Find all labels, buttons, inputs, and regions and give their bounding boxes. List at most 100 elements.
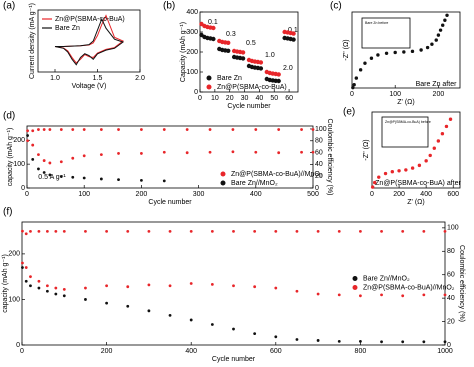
- data-point: [62, 288, 66, 291]
- data-point: [276, 72, 281, 77]
- data-point: [359, 339, 362, 343]
- data-point: [147, 229, 151, 233]
- data-point: [84, 286, 87, 290]
- data-point: [59, 160, 63, 164]
- data-point: [31, 143, 35, 147]
- data-point: [140, 152, 143, 155]
- y-axis-label: Current density (mA g⁻¹): [29, 3, 36, 79]
- data-point: [358, 68, 363, 72]
- y-tick-label: 0: [16, 342, 20, 349]
- data-point: [253, 229, 257, 233]
- plot-frame: [26, 125, 314, 189]
- x-axis-label: Cycle number: [148, 199, 192, 206]
- data-point: [276, 78, 281, 84]
- data-point: [277, 151, 281, 155]
- data-point: [434, 38, 438, 42]
- data-point: [410, 49, 415, 54]
- y2-axis-label: Coulombic efficiency (%): [458, 245, 465, 322]
- x-axis-label: Voltage (V): [72, 83, 107, 90]
- data-point: [226, 40, 231, 45]
- data-point: [71, 128, 75, 131]
- panel-label: (b): [163, 1, 175, 12]
- data-point: [117, 178, 120, 182]
- data-point: [26, 139, 29, 143]
- data-point: [376, 53, 380, 57]
- x-tick-label: 400: [420, 191, 432, 198]
- x-tick-label: 0: [25, 191, 29, 198]
- data-point: [168, 284, 172, 288]
- legend-label: Zn@P(SBMA-co-BuA): [217, 84, 287, 91]
- data-point: [422, 229, 426, 233]
- data-point: [84, 298, 87, 301]
- data-point: [436, 33, 441, 37]
- data-point: [445, 13, 449, 18]
- data-point: [29, 284, 32, 288]
- annotation: 0.5 A g⁻¹: [38, 174, 66, 181]
- data-point: [291, 37, 296, 42]
- x-tick-label: 600: [447, 191, 459, 198]
- y2-tick-label: 80: [447, 248, 455, 255]
- x-tick-label: 400: [250, 191, 262, 198]
- data-point: [48, 173, 52, 177]
- x-tick-label: 0: [198, 95, 202, 102]
- data-point: [126, 304, 130, 308]
- legend-swatch: [220, 171, 226, 177]
- annotation: 0.5: [246, 40, 256, 47]
- y2-tick-label: 20: [447, 318, 455, 325]
- data-point: [291, 31, 296, 36]
- x-axis-label: Cycle number: [212, 356, 256, 363]
- x-tick-label: 100: [78, 191, 90, 198]
- legend-swatch: [220, 180, 226, 186]
- data-point: [208, 150, 212, 154]
- data-point: [258, 60, 264, 65]
- data-point: [425, 45, 430, 50]
- x-tick-label: 200: [433, 91, 445, 98]
- data-point: [162, 128, 166, 131]
- data-point: [168, 313, 172, 317]
- data-point: [54, 286, 58, 290]
- annotation: 0.3: [226, 31, 236, 38]
- data-point: [59, 175, 63, 178]
- data-point: [105, 301, 108, 305]
- plot-frame: [21, 221, 446, 346]
- data-point: [211, 25, 216, 31]
- x-axis-label: Cycle number: [227, 103, 271, 110]
- data-point: [354, 76, 359, 80]
- data-point: [337, 339, 341, 343]
- data-point: [210, 323, 214, 326]
- panel-label: (c): [330, 1, 342, 12]
- y-tick-label: 100: [186, 69, 198, 76]
- data-point: [295, 289, 299, 293]
- data-point: [211, 36, 216, 42]
- data-point: [168, 229, 172, 233]
- data-point: [393, 50, 397, 55]
- data-point: [99, 177, 103, 181]
- data-point: [380, 229, 383, 233]
- data-point: [24, 279, 28, 283]
- data-point: [42, 159, 46, 162]
- data-point: [443, 340, 447, 344]
- data-point: [401, 229, 405, 233]
- x-tick-label: 300: [193, 191, 205, 198]
- data-point: [443, 293, 447, 297]
- data-point: [82, 154, 86, 158]
- data-point: [54, 292, 58, 296]
- x-tick-label: 20: [226, 95, 234, 102]
- data-point: [300, 150, 303, 154]
- x-tick-label: 50: [270, 95, 278, 102]
- data-point: [232, 327, 235, 331]
- x-tick-label: 600: [270, 348, 282, 355]
- data-point: [253, 285, 257, 289]
- x-tick-label: 1000: [437, 348, 453, 355]
- x-tick-label: 500: [307, 191, 319, 198]
- panel-label: (e): [343, 107, 355, 118]
- data-point: [436, 139, 441, 143]
- data-point: [432, 146, 436, 150]
- data-point: [231, 128, 235, 131]
- y-axis-label: capacity (mAh g⁻¹): [2, 254, 9, 313]
- data-point: [37, 279, 41, 283]
- data-point: [105, 229, 108, 233]
- panel-label: (f): [3, 207, 12, 218]
- data-point: [126, 285, 130, 289]
- data-point: [274, 229, 278, 233]
